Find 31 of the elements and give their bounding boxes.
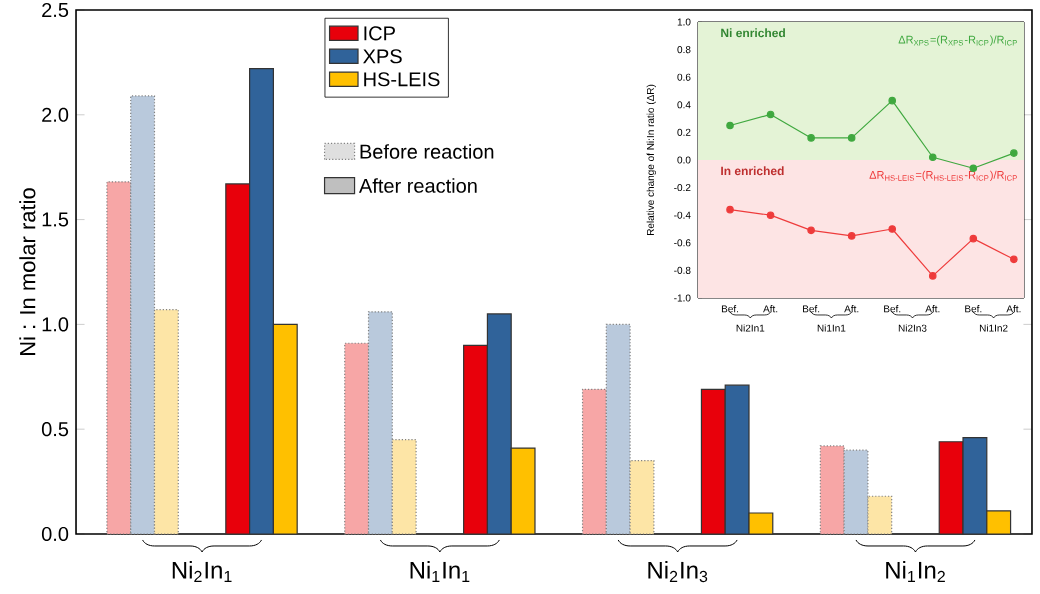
point — [726, 121, 734, 130]
annotation: Before reaction — [360, 144, 494, 159]
y-tick-label: 0.0 — [41, 526, 69, 542]
y-tick-label: 1.5 — [42, 212, 69, 227]
point — [1010, 255, 1018, 264]
y-tick-label: 0.5 — [41, 422, 69, 437]
annotation: After reaction — [359, 178, 477, 193]
point — [888, 96, 897, 105]
point — [847, 134, 856, 142]
x-tick-label: Ni$_{1}$In$_{1}$ — [410, 561, 470, 583]
legend-label: HS-LEIS — [364, 72, 440, 87]
point — [888, 225, 897, 233]
point — [766, 211, 775, 219]
y-axis-title: Ni : In molar ratio — [19, 188, 36, 355]
point — [766, 110, 775, 119]
point — [928, 153, 937, 162]
point — [847, 232, 856, 240]
point — [807, 134, 815, 142]
y-tick-label: 2.0 — [42, 107, 69, 122]
x-tick-label: Ni$_{1}$In$_{2}$ — [886, 561, 945, 583]
legend-label: XPS — [363, 49, 402, 64]
x-tick-label: Ni$_{2}$In$_{3}$ — [648, 561, 708, 583]
point — [1010, 149, 1018, 157]
point — [726, 205, 734, 214]
point — [928, 272, 937, 280]
legend-label: ICP — [364, 26, 395, 41]
y-tick-label: 2.5 — [42, 2, 69, 18]
point — [969, 234, 978, 243]
x-tick-label: Ni$_{2}$In$_{1}$ — [172, 561, 232, 583]
point — [807, 226, 815, 235]
y-tick-label: 1.0 — [42, 317, 69, 332]
